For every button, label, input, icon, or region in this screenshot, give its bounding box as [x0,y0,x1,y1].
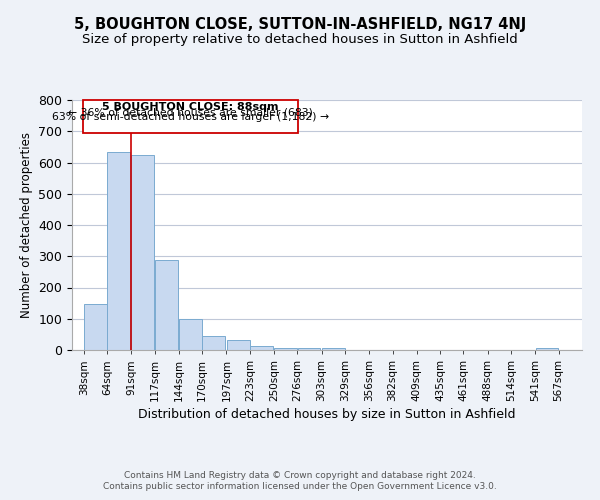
Bar [274,348,297,350]
Bar [155,260,178,350]
X-axis label: Distribution of detached houses by size in Sutton in Ashfield: Distribution of detached houses by size … [138,408,516,421]
Bar [250,346,273,350]
Text: Size of property relative to detached houses in Sutton in Ashfield: Size of property relative to detached ho… [82,32,518,46]
Text: 63% of semi-detached houses are larger (1,182) →: 63% of semi-detached houses are larger (… [52,112,329,122]
Bar [179,319,202,350]
Bar [131,154,154,350]
Bar [227,340,250,350]
Text: Contains public sector information licensed under the Open Government Licence v3: Contains public sector information licen… [103,482,497,491]
Bar [83,100,298,133]
Text: ← 36% of detached houses are smaller (683): ← 36% of detached houses are smaller (68… [68,107,313,117]
Text: 5 BOUGHTON CLOSE: 88sqm: 5 BOUGHTON CLOSE: 88sqm [102,102,279,113]
Bar [107,152,130,350]
Text: Contains HM Land Registry data © Crown copyright and database right 2024.: Contains HM Land Registry data © Crown c… [124,471,476,480]
Y-axis label: Number of detached properties: Number of detached properties [20,132,33,318]
Bar [202,336,226,350]
Text: 5, BOUGHTON CLOSE, SUTTON-IN-ASHFIELD, NG17 4NJ: 5, BOUGHTON CLOSE, SUTTON-IN-ASHFIELD, N… [74,18,526,32]
Bar [298,348,320,350]
Bar [536,348,559,350]
Bar [322,348,345,350]
Bar [84,304,107,350]
